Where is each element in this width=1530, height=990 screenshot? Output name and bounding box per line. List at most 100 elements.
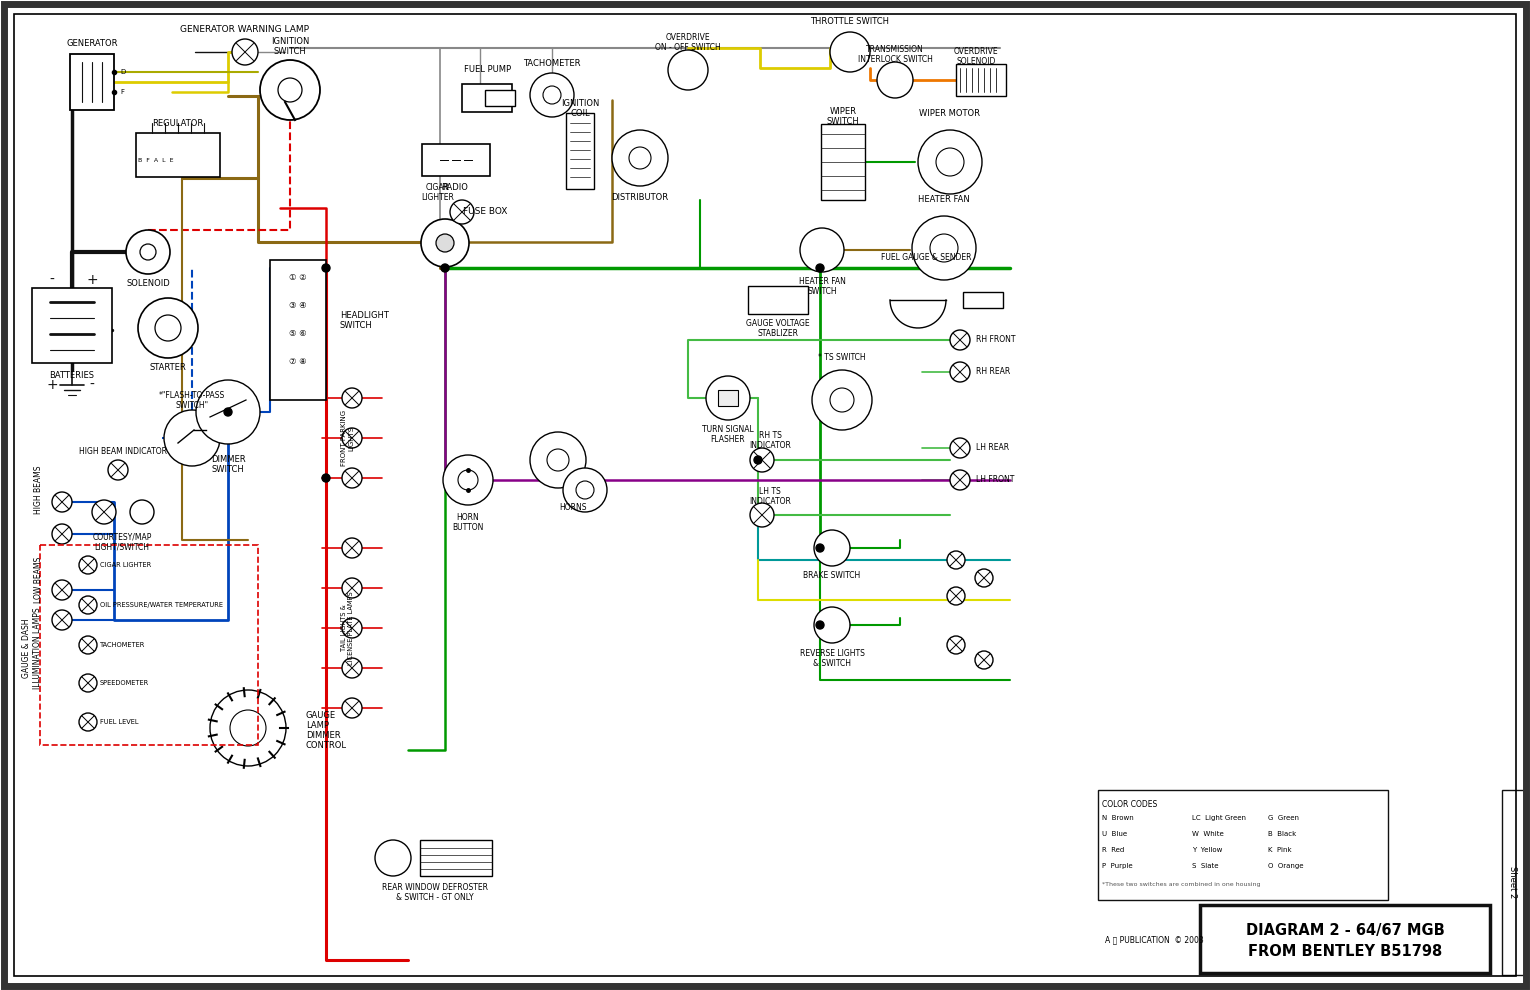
Text: INDICATOR: INDICATOR — [750, 442, 791, 450]
Text: TACHOMETER: TACHOMETER — [523, 58, 581, 67]
Text: REVERSE LIGHTS: REVERSE LIGHTS — [800, 648, 864, 657]
Text: DIMMER: DIMMER — [211, 455, 245, 464]
Bar — [822, 124, 864, 200]
Text: DIAGRAM 2 - 64/67 MGB: DIAGRAM 2 - 64/67 MGB — [1245, 923, 1444, 938]
Text: * TS SWITCH: * TS SWITCH — [819, 353, 866, 362]
Text: HORN: HORN — [456, 514, 479, 523]
Bar — [269, 260, 326, 400]
Text: GENERATOR WARNING LAMP: GENERATOR WARNING LAMP — [181, 26, 309, 35]
Circle shape — [223, 408, 233, 416]
Text: DIMMER: DIMMER — [306, 732, 341, 741]
Circle shape — [529, 432, 586, 488]
Text: TURN SIGNAL: TURN SIGNAL — [702, 426, 754, 435]
Text: CIGAR: CIGAR — [425, 183, 450, 192]
Text: GENERATOR: GENERATOR — [66, 40, 118, 49]
Text: LH TS: LH TS — [759, 486, 780, 496]
Circle shape — [80, 596, 96, 614]
Circle shape — [80, 636, 96, 654]
Text: +: + — [86, 273, 98, 287]
Text: BUTTON: BUTTON — [453, 524, 483, 533]
Circle shape — [343, 388, 363, 408]
Text: LIGHTER: LIGHTER — [422, 193, 454, 203]
Circle shape — [436, 234, 454, 252]
Text: LAMP: LAMP — [306, 722, 329, 731]
Circle shape — [815, 621, 825, 629]
Circle shape — [138, 298, 197, 358]
Text: FLASHER: FLASHER — [711, 436, 745, 445]
Text: P  Purple: P Purple — [1102, 863, 1132, 869]
Bar — [1502, 790, 1524, 975]
Circle shape — [815, 264, 825, 272]
Circle shape — [800, 228, 845, 272]
Text: IGNITION: IGNITION — [562, 98, 600, 108]
Text: FUEL LEVEL: FUEL LEVEL — [99, 719, 139, 725]
Text: ③ ④: ③ ④ — [289, 302, 308, 311]
Text: Sheet 2: Sheet 2 — [1509, 866, 1518, 898]
Circle shape — [343, 658, 363, 678]
Circle shape — [343, 428, 363, 448]
Text: B  F  A  L  E: B F A L E — [138, 157, 174, 162]
Circle shape — [125, 230, 170, 274]
Circle shape — [829, 388, 854, 412]
Circle shape — [754, 456, 762, 464]
Text: ON - OFF SWITCH: ON - OFF SWITCH — [655, 44, 721, 52]
Circle shape — [457, 470, 477, 490]
Circle shape — [343, 698, 363, 718]
Circle shape — [750, 503, 774, 527]
Circle shape — [950, 362, 970, 382]
Text: FUEL GAUGE & SENDER: FUEL GAUGE & SENDER — [881, 253, 972, 262]
Text: A Ⓐ PUBLICATION  © 2003: A Ⓐ PUBLICATION © 2003 — [1105, 936, 1204, 944]
Text: SWITCH": SWITCH" — [176, 401, 208, 410]
Text: K  Pink: K Pink — [1268, 847, 1291, 853]
Text: SOLENOID: SOLENOID — [956, 57, 996, 66]
Circle shape — [343, 578, 363, 598]
Text: COURTESY/MAP: COURTESY/MAP — [92, 533, 151, 542]
Text: *These two switches are combined in one housing: *These two switches are combined in one … — [1102, 882, 1261, 887]
Bar — [566, 113, 594, 189]
Text: LC  Light Green: LC Light Green — [1192, 815, 1245, 821]
Circle shape — [210, 690, 286, 766]
Text: FRONT PARKING
LIGHTS: FRONT PARKING LIGHTS — [341, 410, 355, 466]
Text: F: F — [119, 89, 124, 95]
Circle shape — [141, 244, 156, 260]
Circle shape — [450, 200, 474, 224]
Circle shape — [612, 130, 669, 186]
Circle shape — [343, 538, 363, 558]
Text: FROM BENTLEY B51798: FROM BENTLEY B51798 — [1248, 944, 1443, 959]
Bar — [485, 90, 516, 106]
Text: U  Blue: U Blue — [1102, 831, 1128, 837]
Text: -: - — [90, 378, 95, 392]
Circle shape — [975, 569, 993, 587]
Circle shape — [80, 556, 96, 574]
Text: N  Brown: N Brown — [1102, 815, 1134, 821]
Circle shape — [109, 460, 129, 480]
Bar — [962, 292, 1004, 308]
Text: INTERLOCK SWITCH: INTERLOCK SWITCH — [857, 55, 932, 64]
Text: FUSE BOX: FUSE BOX — [464, 207, 508, 216]
Text: OIL PRESSURE/WATER TEMPERATURE: OIL PRESSURE/WATER TEMPERATURE — [99, 602, 223, 608]
Text: ⑦ ⑧: ⑦ ⑧ — [289, 357, 308, 366]
Text: SWITCH: SWITCH — [826, 118, 860, 127]
Text: ① ②: ① ② — [289, 273, 308, 282]
Bar — [422, 144, 490, 176]
Text: GAUGE & DASH
ILLUMINATION LAMPS: GAUGE & DASH ILLUMINATION LAMPS — [23, 607, 41, 689]
Text: HORNS: HORNS — [560, 504, 586, 513]
Text: STABLIZER: STABLIZER — [757, 330, 799, 339]
Text: OVERDRIVE: OVERDRIVE — [666, 34, 710, 43]
Text: WIPER: WIPER — [829, 108, 857, 117]
Text: REGULATOR: REGULATOR — [153, 119, 203, 128]
Circle shape — [750, 448, 774, 472]
Text: TAIL LIGHTS &
LICENSE PLATE LAMPS: TAIL LIGHTS & LICENSE PLATE LAMPS — [341, 591, 355, 665]
Text: SWITCH: SWITCH — [340, 321, 373, 330]
Text: OVERDRIVE: OVERDRIVE — [953, 48, 998, 56]
Text: HIGH BEAMS: HIGH BEAMS — [34, 465, 43, 514]
Circle shape — [936, 148, 964, 176]
Text: SWITCH: SWITCH — [808, 287, 837, 296]
Circle shape — [947, 636, 965, 654]
Text: S  Slate: S Slate — [1192, 863, 1218, 869]
Circle shape — [321, 264, 330, 272]
Circle shape — [563, 468, 607, 512]
Circle shape — [52, 492, 72, 512]
Text: & SWITCH - GT ONLY: & SWITCH - GT ONLY — [396, 894, 474, 903]
Text: HIGH BEAM INDICATOR: HIGH BEAM INDICATOR — [80, 447, 167, 456]
